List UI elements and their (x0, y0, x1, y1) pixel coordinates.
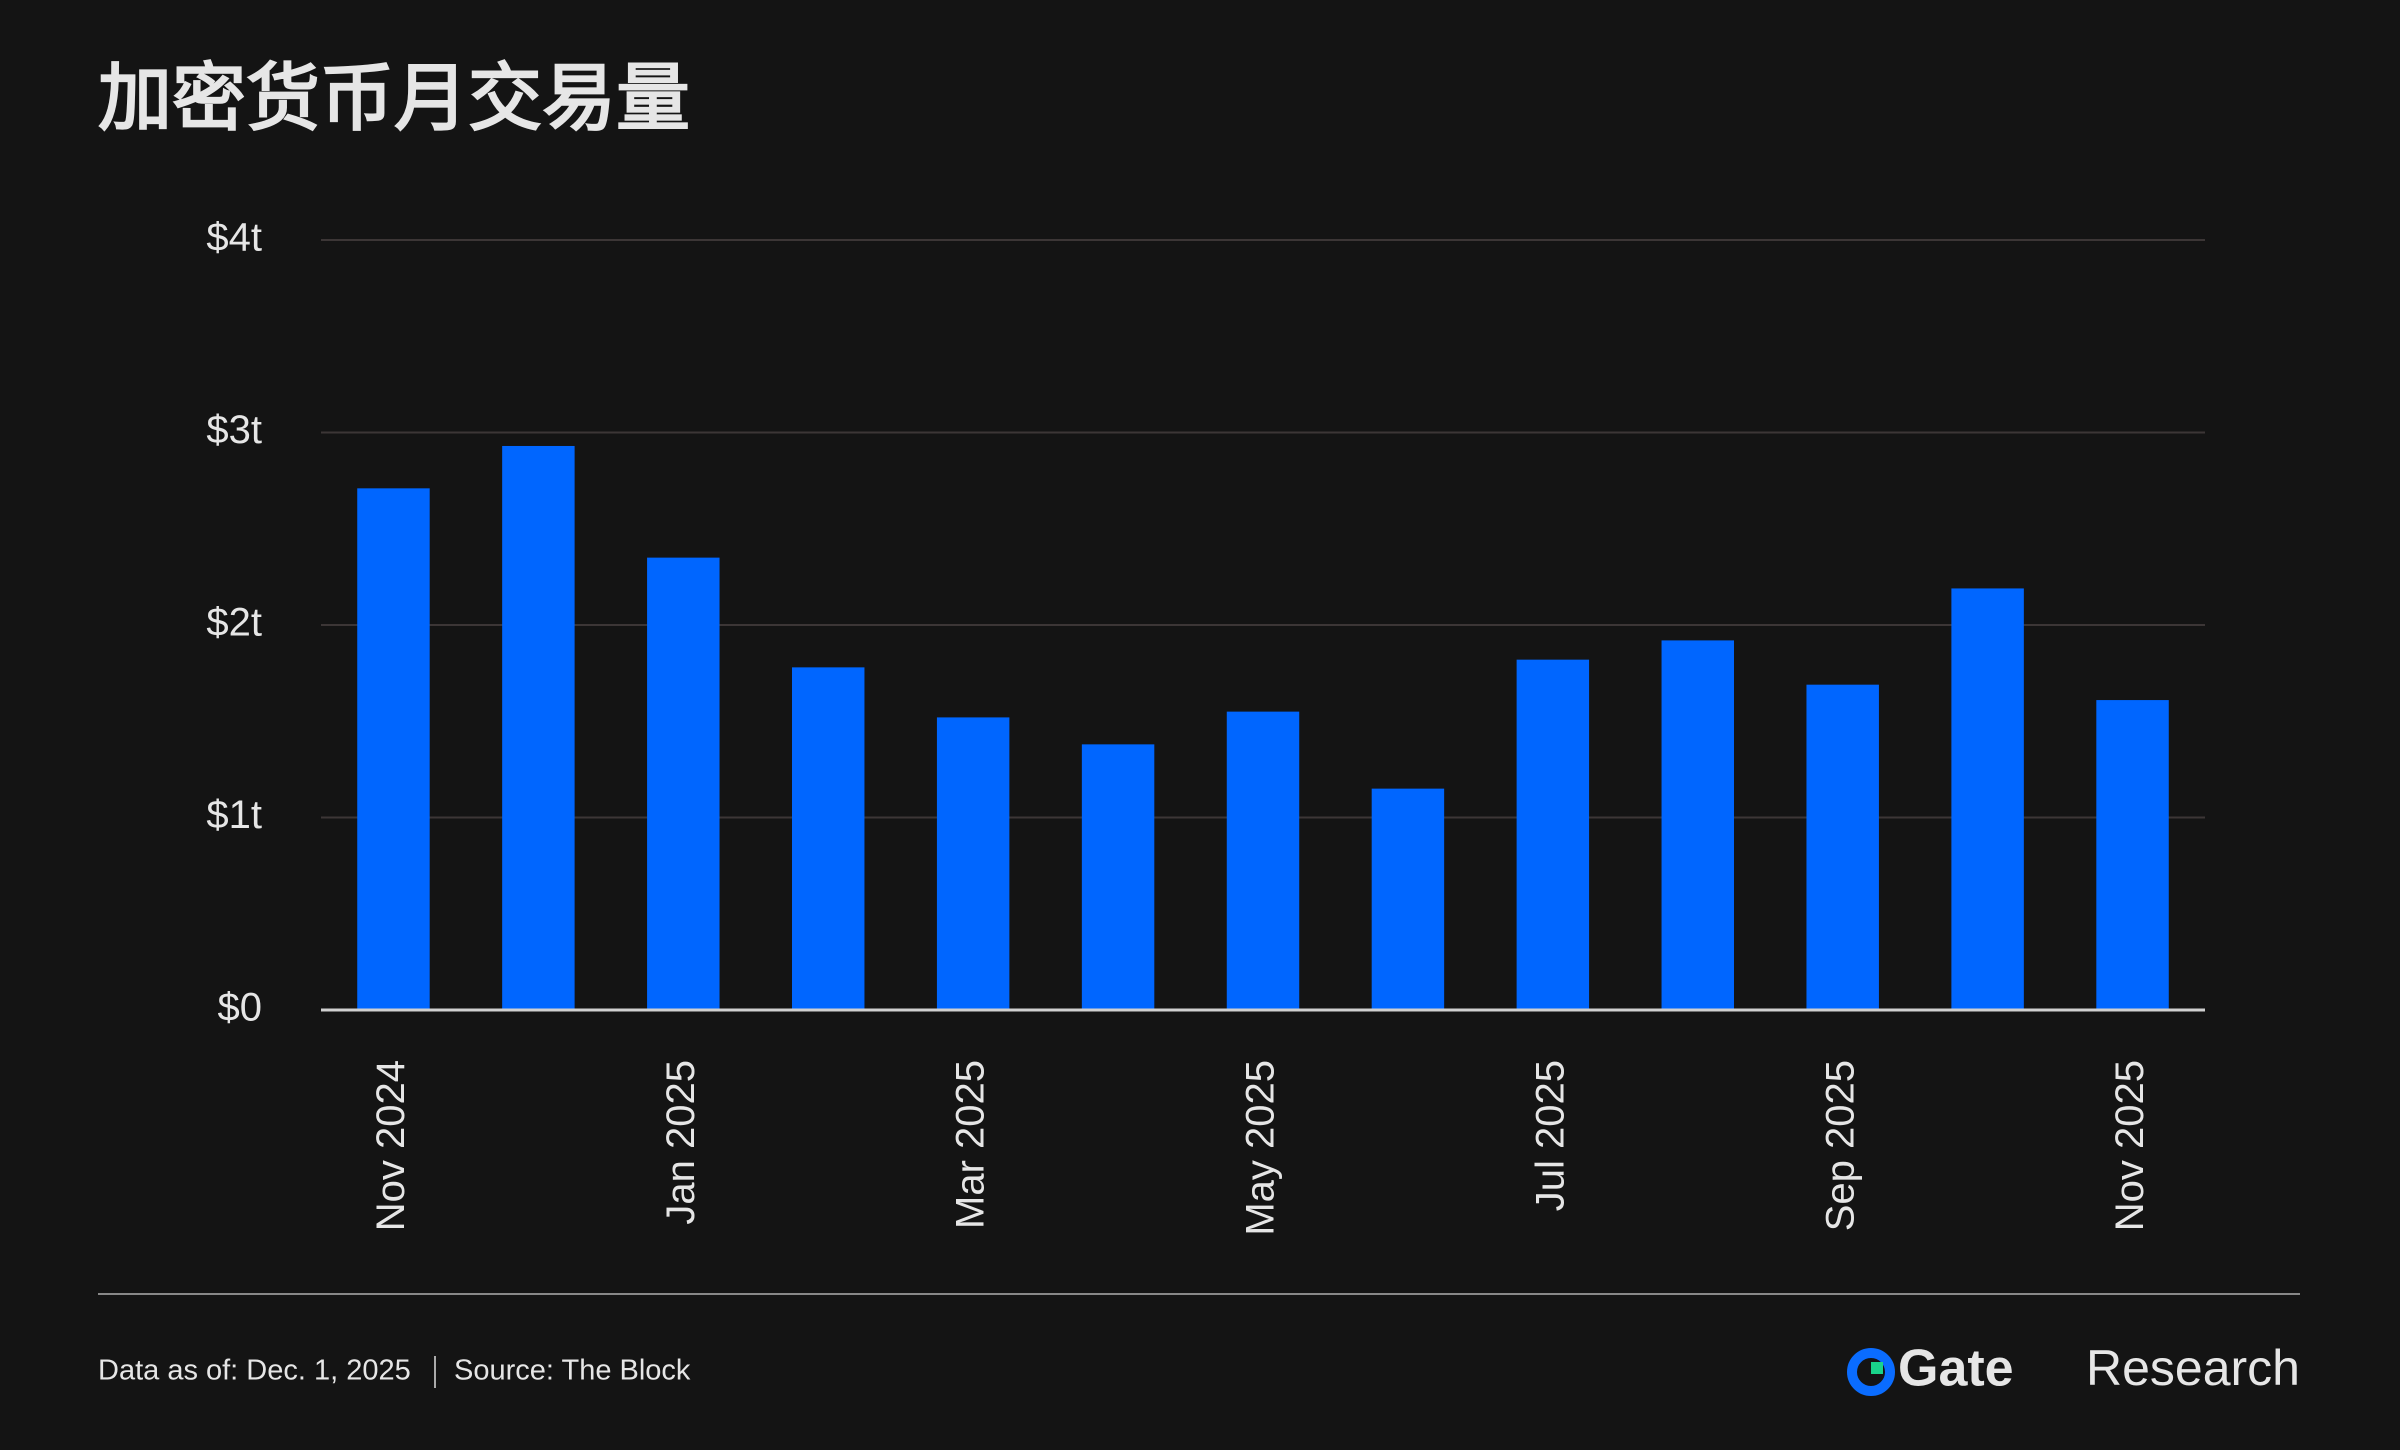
bar (647, 557, 720, 1010)
bar (936, 717, 1010, 1010)
x-tick-label: Nov 2024 (369, 1060, 413, 1231)
bar (792, 667, 865, 1010)
data-date: Data as of: Dec. 1, 2025 (98, 1355, 411, 1387)
logo-icon-accent (1871, 1362, 1883, 1374)
logo-brand: Gate (1898, 1340, 2014, 1398)
y-tick-label: $2t (206, 601, 262, 645)
y-tick-label: $1t (206, 793, 262, 837)
source: Source: The Block (454, 1355, 691, 1387)
chart-title: 加密货币月交易量 (98, 57, 690, 140)
bar (1371, 788, 1445, 1010)
logo: Gate Research (1847, 1340, 2300, 1398)
y-tick-label: $0 (218, 986, 263, 1030)
logo-suffix: Research (2086, 1340, 2300, 1396)
y-tick-label: $4t (206, 216, 262, 260)
bar (1951, 588, 2024, 1010)
bar (1661, 640, 1734, 1010)
bar (1081, 744, 1155, 1010)
x-tick-label: Sep 2025 (1818, 1060, 1862, 1231)
y-tick-label: $3t (206, 408, 262, 452)
logo-icon (1847, 1348, 1895, 1396)
x-tick-label: Jul 2025 (1528, 1060, 1572, 1211)
bar (1806, 684, 1879, 1010)
x-tick-label: May 2025 (1239, 1060, 1283, 1236)
x-tick-label: Nov 2025 (2108, 1060, 2152, 1231)
bar (502, 445, 575, 1011)
bar (1516, 659, 1590, 1010)
x-tick-label: Mar 2025 (949, 1060, 993, 1229)
x-tick-label: Jan 2025 (659, 1060, 703, 1225)
bar (2096, 700, 2169, 1010)
bar (1226, 711, 1300, 1010)
bar (357, 488, 430, 1010)
